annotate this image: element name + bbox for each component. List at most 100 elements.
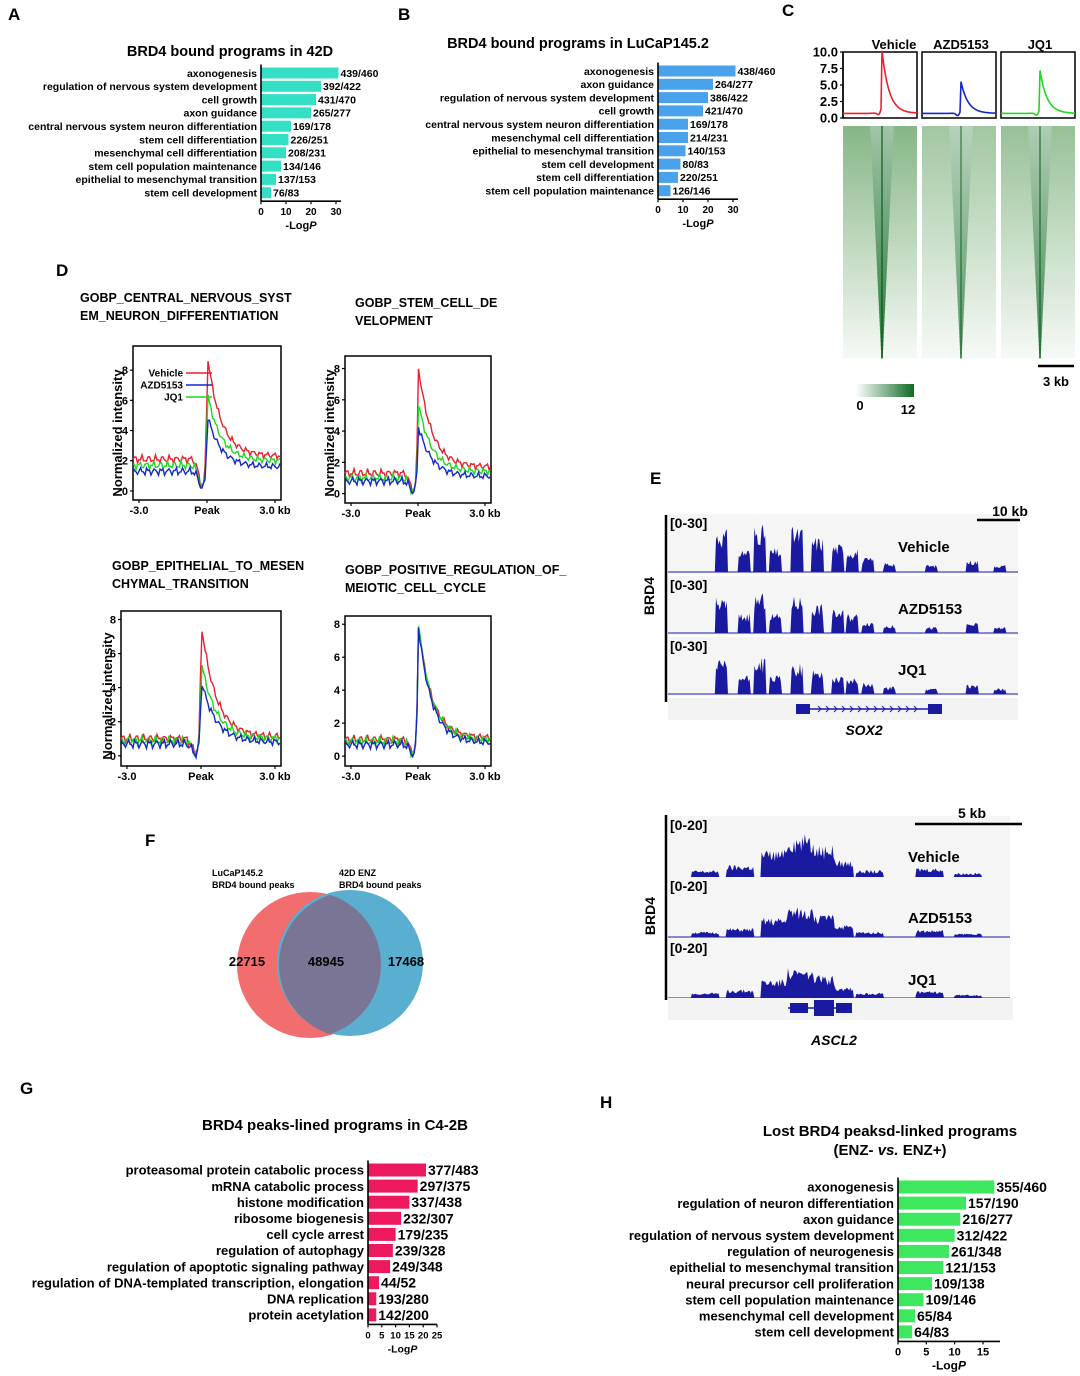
e1-scalebar-label: 10 kb: [992, 503, 1028, 519]
bar-value-label-H-2: 216/277: [962, 1211, 1013, 1227]
chart-f: LuCaP145.2 BRD4 bound peaks 42D ENZ BRD4…: [212, 868, 424, 1038]
bar-category-G-5: regulation of autophagy: [216, 1243, 365, 1258]
c-label-vehicle: Vehicle: [872, 37, 917, 52]
bar-A-6: [261, 147, 286, 159]
d2-xtick-2: 3.0 kb: [469, 508, 500, 520]
d4-xtick-0: -3.0: [342, 771, 361, 783]
panel-letter-h: H: [600, 1093, 612, 1112]
chart-b: BRD4 bound programs in LuCaP145.2 axonoge…: [425, 36, 775, 230]
bar-value-label-G-9: 142/200: [378, 1307, 429, 1323]
bar-value-label-A-9: 76/83: [273, 187, 299, 199]
bar-title-G: BRD4 peaks-lined programs in C4-2B: [202, 1117, 468, 1134]
panel-letter-d: D: [56, 261, 68, 280]
d-legend-label-0: Vehicle: [149, 369, 184, 380]
bar-H-4: [898, 1244, 949, 1258]
d4-ytick-3: 6: [334, 652, 340, 664]
e1-range-1: [0-30]: [670, 577, 707, 593]
bar-value-label-B-3: 421/470: [705, 106, 743, 118]
d4-ytick-1: 2: [334, 718, 340, 730]
bar-category-B-0: axonogenesis: [584, 66, 654, 78]
bar-value-label-A-8: 137/153: [278, 174, 316, 186]
bar-A-5: [261, 134, 289, 145]
d4-line-azd5153: [344, 627, 491, 758]
e1-gene-label: SOX2: [845, 722, 883, 738]
bar-H-3: [898, 1228, 955, 1242]
bar-B-1: [658, 78, 713, 90]
x-tick-G-3: 15: [404, 1330, 415, 1341]
bar-category-H-0: axonogenesis: [807, 1180, 894, 1195]
bar-category-B-6: epithelial to mesenchymal transition: [473, 146, 654, 158]
d2-line-vehicle: [344, 368, 492, 495]
bar-value-label-A-4: 169/178: [293, 121, 331, 133]
c-label-jq1: JQ1: [1028, 37, 1053, 52]
d4-title-line1: GOBP_POSITIVE_REGULATION_OF_: [345, 563, 567, 577]
d4-ytick-0: 0: [334, 751, 340, 763]
e1-track-jq1: [0-30] JQ1: [668, 637, 1018, 696]
venn-overlap-count: 48945: [308, 954, 344, 969]
bar-value-label-H-7: 109/146: [926, 1292, 977, 1308]
x-label-G: -LogP: [388, 1343, 419, 1355]
bar-category-A-9: stem cell development: [144, 187, 257, 199]
c-ytick-2: 5.0: [820, 78, 838, 93]
bar-B-4: [658, 118, 688, 130]
x-tick-B-2: 20: [702, 205, 714, 216]
d2-xtick-1: Peak: [405, 508, 432, 520]
bar-value-label-H-3: 312/422: [957, 1227, 1008, 1243]
e1-range-2: [0-30]: [670, 638, 707, 654]
c-ytick-1: 2.5: [820, 94, 838, 109]
bar-B-0: [658, 65, 736, 77]
panel-letter-a: A: [8, 5, 20, 24]
d-plot-2: 0 2 4 6 8 -3.0 Peak 3.0 kb: [334, 355, 501, 520]
d4-title-line2: MEIOTIC_CELL_CYCLE: [345, 581, 486, 595]
bar-value-label-H-9: 64/83: [914, 1324, 949, 1340]
bar-category-G-0: proteasomal protein catabolic process: [126, 1163, 364, 1178]
chart-d: GOBP_CENTRAL_NERVOUS_SYST EM_NEURON_DIFF…: [80, 291, 567, 783]
bar-G-5: [368, 1244, 393, 1257]
bar-category-G-6: regulation of apoptotic signaling pathwa…: [107, 1259, 365, 1274]
bar-value-label-B-5: 214/231: [690, 132, 728, 144]
d-plot-1: 0 2 4 6 8 -3.0 Peak 3.0 kb: [122, 345, 291, 517]
bar-value-label-H-6: 109/138: [934, 1276, 985, 1292]
bar-value-label-H-5: 121/153: [945, 1260, 996, 1276]
bar-G-6: [368, 1260, 391, 1274]
venn-left-label-line2: BRD4 bound peaks: [212, 880, 295, 890]
bar-G-1: [368, 1179, 418, 1193]
bar-category-B-7: stem cell development: [541, 159, 654, 171]
panel-letter-b: B: [398, 5, 410, 24]
chart-a: BRD4 bound programs in 42D axonogenesis 43…: [28, 44, 378, 232]
bar-G-2: [368, 1195, 410, 1209]
bar-value-label-G-4: 179/235: [398, 1226, 449, 1242]
c-heat-max: 12: [901, 402, 915, 417]
d3-line-azd5153: [120, 685, 281, 761]
x-tick-B-0: 0: [655, 205, 661, 216]
bar-category-G-1: mRNA catabolic process: [211, 1179, 364, 1194]
bar-A-9: [261, 187, 271, 199]
e2-track-jq1: [0-20] JQ1: [668, 939, 1010, 1000]
bar-value-label-A-7: 134/146: [283, 161, 321, 173]
d3-title-line2: CHYMAL_TRANSITION: [112, 577, 249, 591]
bar-value-label-B-7: 80/83: [683, 159, 709, 171]
d1-xtick-1: Peak: [194, 505, 221, 517]
bar-value-label-G-3: 232/307: [403, 1210, 454, 1226]
e1-gene-model: [668, 698, 1018, 720]
bar-value-label-G-0: 377/483: [428, 1162, 479, 1178]
bar-B-7: [658, 158, 681, 170]
x-label-H: -LogP: [932, 1358, 967, 1372]
bar-category-H-9: stem cell development: [755, 1325, 895, 1340]
d1-ytick-0: 0: [122, 486, 128, 498]
bar-G-9: [368, 1308, 377, 1322]
d4-xtick-2: 3.0 kb: [469, 771, 500, 783]
d1-line-azd5153: [132, 419, 281, 489]
e2-track-label-2: JQ1: [908, 972, 936, 989]
bar-G-8: [368, 1292, 377, 1306]
e2-track-vehicle: [0-20] Vehicle: [668, 816, 1010, 880]
d2-ylabel: Normalized intensity: [322, 369, 337, 497]
bar-value-label-A-3: 265/277: [313, 108, 351, 120]
d-legend-label-2: JQ1: [164, 393, 183, 404]
venn-right-label-line1: 42D ENZ: [339, 868, 377, 878]
bar-value-label-B-0: 438/460: [738, 66, 776, 78]
bar-H-8: [898, 1309, 915, 1323]
d3-title-line1: GOBP_EPITHELIAL_TO_MESEN: [112, 559, 304, 573]
d2-title-line2: VELOPMENT: [355, 314, 433, 328]
